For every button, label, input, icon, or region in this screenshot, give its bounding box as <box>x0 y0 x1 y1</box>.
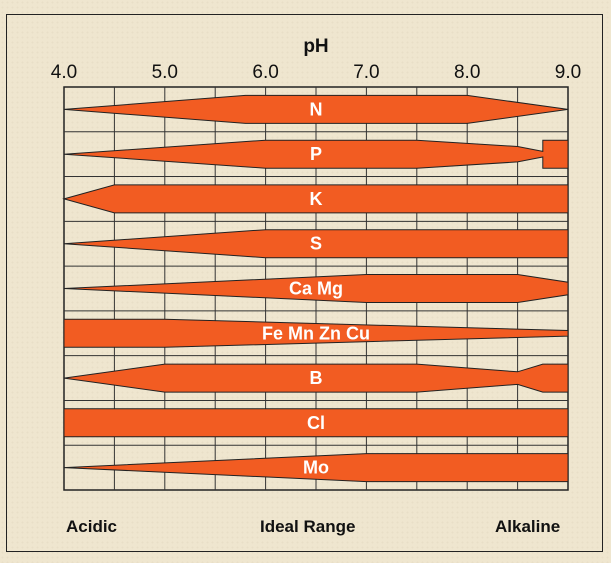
band-label-k: K <box>310 189 323 209</box>
band-p <box>63 139 569 169</box>
band-label-n: N <box>310 99 323 119</box>
band-ca-mg <box>63 274 569 303</box>
band-label-cl: Cl <box>307 413 325 433</box>
band-mo <box>63 453 569 483</box>
band-label-ca-mg: Ca Mg <box>289 279 343 299</box>
ideal-range-label: Ideal Range <box>260 517 356 536</box>
band-b <box>63 363 569 393</box>
band-fe-mn-zn-cu <box>63 318 569 348</box>
alkaline-label: Alkaline <box>495 517 561 536</box>
x-tick-label: 8.0 <box>454 62 480 83</box>
x-tick-label: 5.0 <box>152 62 178 83</box>
band-label-mo: Mo <box>303 458 329 478</box>
x-tick-label: 9.0 <box>555 62 581 83</box>
acidic-label: Acidic <box>66 517 118 536</box>
x-tick-label: 6.0 <box>252 62 278 83</box>
band-s <box>63 229 569 259</box>
band-label-s: S <box>310 234 322 254</box>
x-axis-title: pH <box>303 36 328 57</box>
band-n <box>63 94 569 124</box>
x-tick-label: 7.0 <box>353 62 379 83</box>
band-k <box>62 184 569 214</box>
band-label-b: B <box>310 368 323 388</box>
band-cl <box>63 408 569 438</box>
band-label-fe-mn-zn-cu: Fe Mn Zn Cu <box>262 323 370 343</box>
chart-border <box>6 14 603 552</box>
band-label-p: P <box>310 144 322 164</box>
x-tick-label: 4.0 <box>51 62 77 83</box>
